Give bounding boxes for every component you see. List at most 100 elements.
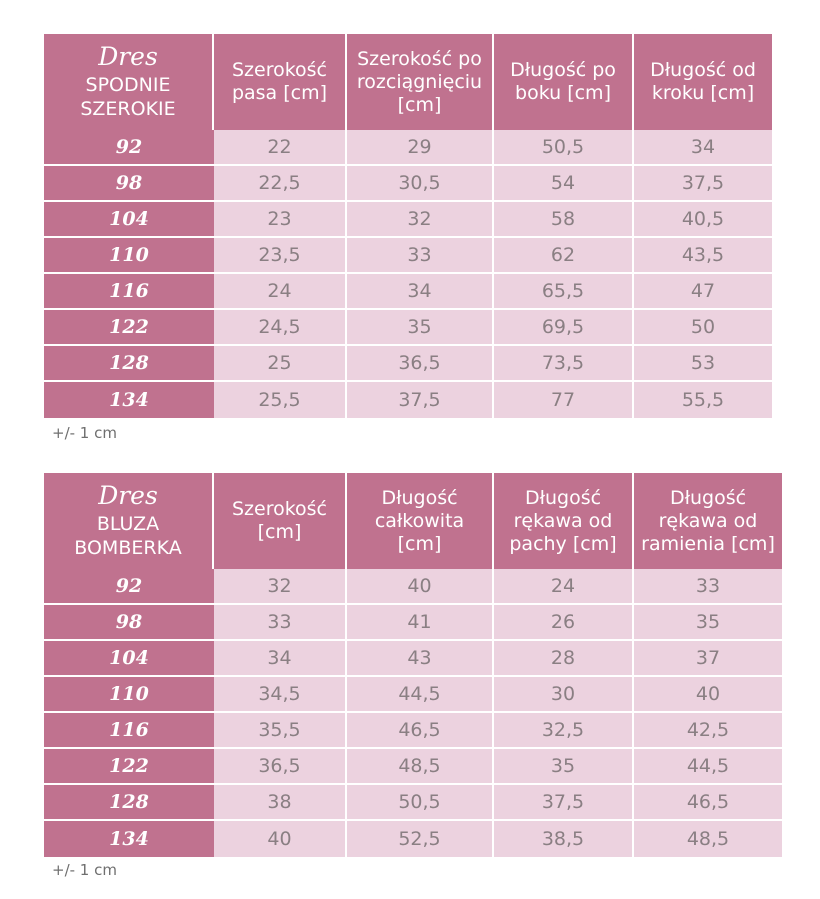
column-header: Długość od kroku [cm]	[634, 34, 772, 130]
table-row: 92 22 29 50,5 34	[44, 130, 772, 166]
product-line-1: BLUZA	[96, 513, 160, 535]
table-cell: 33	[634, 569, 782, 605]
table-cell: 29	[347, 130, 494, 166]
size-label: 104	[44, 202, 214, 238]
table-cell: 44,5	[634, 749, 782, 785]
table-cell: 34	[634, 130, 772, 166]
table-cell: 34	[347, 274, 494, 310]
table-cell: 32,5	[494, 713, 634, 749]
table-cell: 36,5	[347, 346, 494, 382]
size-table-bomber-jacket: Dres BLUZA BOMBERKA Szerokość [cm] Długoś…	[44, 473, 782, 857]
tolerance-note: +/- 1 cm	[52, 424, 117, 442]
table-cell: 48,5	[634, 821, 782, 857]
table-cell: 30,5	[347, 166, 494, 202]
column-header: Długość całkowita [cm]	[347, 473, 494, 569]
table-row: 110 34,5 44,5 30 40	[44, 677, 782, 713]
table-cell: 35	[634, 605, 782, 641]
table-cell: 37,5	[634, 166, 772, 202]
table-cell: 55,5	[634, 382, 772, 418]
table-row: 104 34 43 28 37	[44, 641, 782, 677]
table-cell: 23,5	[214, 238, 347, 274]
table-row: 134 25,5 37,5 77 55,5	[44, 382, 772, 418]
table-cell: 35,5	[214, 713, 347, 749]
size-label: 92	[44, 130, 214, 166]
size-label: 98	[44, 605, 214, 641]
table-cell: 58	[494, 202, 634, 238]
size-label: 110	[44, 238, 214, 274]
table-cell: 35	[347, 310, 494, 346]
table-cell: 62	[494, 238, 634, 274]
table-cell: 53	[634, 346, 772, 382]
table-cell: 46,5	[347, 713, 494, 749]
size-label: 122	[44, 310, 214, 346]
table-cell: 33	[214, 605, 347, 641]
size-label: 122	[44, 749, 214, 785]
table-row: 116 24 34 65,5 47	[44, 274, 772, 310]
size-label: 128	[44, 346, 214, 382]
corner-header: Dres SPODNIE SZEROKIE	[44, 34, 214, 130]
table-cell: 26	[494, 605, 634, 641]
size-label: 92	[44, 569, 214, 605]
size-label: 134	[44, 821, 214, 857]
table-cell: 40	[214, 821, 347, 857]
table-cell: 43,5	[634, 238, 772, 274]
size-label: 98	[44, 166, 214, 202]
column-header: Szerokość po rozciągnięciu [cm]	[347, 34, 494, 130]
column-header: Długość rękawa od ramienia [cm]	[634, 473, 782, 569]
table-cell: 40,5	[634, 202, 772, 238]
table-cell: 34,5	[214, 677, 347, 713]
header-row: Dres SPODNIE SZEROKIE Szerokość pasa [cm]…	[44, 34, 772, 130]
table-row: 128 38 50,5 37,5 46,5	[44, 785, 782, 821]
table-cell: 40	[347, 569, 494, 605]
table-cell: 50,5	[494, 130, 634, 166]
table-cell: 24	[494, 569, 634, 605]
corner-header: Dres BLUZA BOMBERKA	[44, 473, 214, 569]
table-cell: 47	[634, 274, 772, 310]
table-cell: 35	[494, 749, 634, 785]
tolerance-note: +/- 1 cm	[52, 861, 117, 879]
table-cell: 23	[214, 202, 347, 238]
header-row: Dres BLUZA BOMBERKA Szerokość [cm] Długoś…	[44, 473, 782, 569]
table-cell: 54	[494, 166, 634, 202]
table-cell: 24,5	[214, 310, 347, 346]
product-line-2: BOMBERKA	[74, 537, 182, 559]
table-cell: 36,5	[214, 749, 347, 785]
table-row: 122 24,5 35 69,5 50	[44, 310, 772, 346]
size-label: 116	[44, 713, 214, 749]
table-cell: 22,5	[214, 166, 347, 202]
table-cell: 33	[347, 238, 494, 274]
brand-script-label: Dres	[98, 42, 158, 71]
column-header: Szerokość [cm]	[214, 473, 347, 569]
size-label: 134	[44, 382, 214, 418]
table-row: 98 33 41 26 35	[44, 605, 782, 641]
table-cell: 34	[214, 641, 347, 677]
table-cell: 48,5	[347, 749, 494, 785]
size-table-trousers: Dres SPODNIE SZEROKIE Szerokość pasa [cm]…	[44, 34, 772, 418]
table-cell: 69,5	[494, 310, 634, 346]
table-cell: 37	[634, 641, 782, 677]
column-header: Długość rękawa od pachy [cm]	[494, 473, 634, 569]
table-cell: 44,5	[347, 677, 494, 713]
brand-script-label: Dres	[98, 481, 158, 510]
table-cell: 32	[347, 202, 494, 238]
table-cell: 32	[214, 569, 347, 605]
table-cell: 65,5	[494, 274, 634, 310]
column-header: Szerokość pasa [cm]	[214, 34, 347, 130]
size-label: 110	[44, 677, 214, 713]
table-row: 116 35,5 46,5 32,5 42,5	[44, 713, 782, 749]
size-label: 116	[44, 274, 214, 310]
table-cell: 73,5	[494, 346, 634, 382]
table-cell: 38,5	[494, 821, 634, 857]
table-cell: 40	[634, 677, 782, 713]
table-row: 128 25 36,5 73,5 53	[44, 346, 772, 382]
table-cell: 22	[214, 130, 347, 166]
product-line-1: SPODNIE	[85, 74, 171, 96]
table-cell: 38	[214, 785, 347, 821]
table-cell: 41	[347, 605, 494, 641]
table-row: 98 22,5 30,5 54 37,5	[44, 166, 772, 202]
column-header: Długość po boku [cm]	[494, 34, 634, 130]
table-cell: 24	[214, 274, 347, 310]
product-line-2: SZEROKIE	[80, 98, 176, 120]
table-row: 104 23 32 58 40,5	[44, 202, 772, 238]
table-cell: 52,5	[347, 821, 494, 857]
